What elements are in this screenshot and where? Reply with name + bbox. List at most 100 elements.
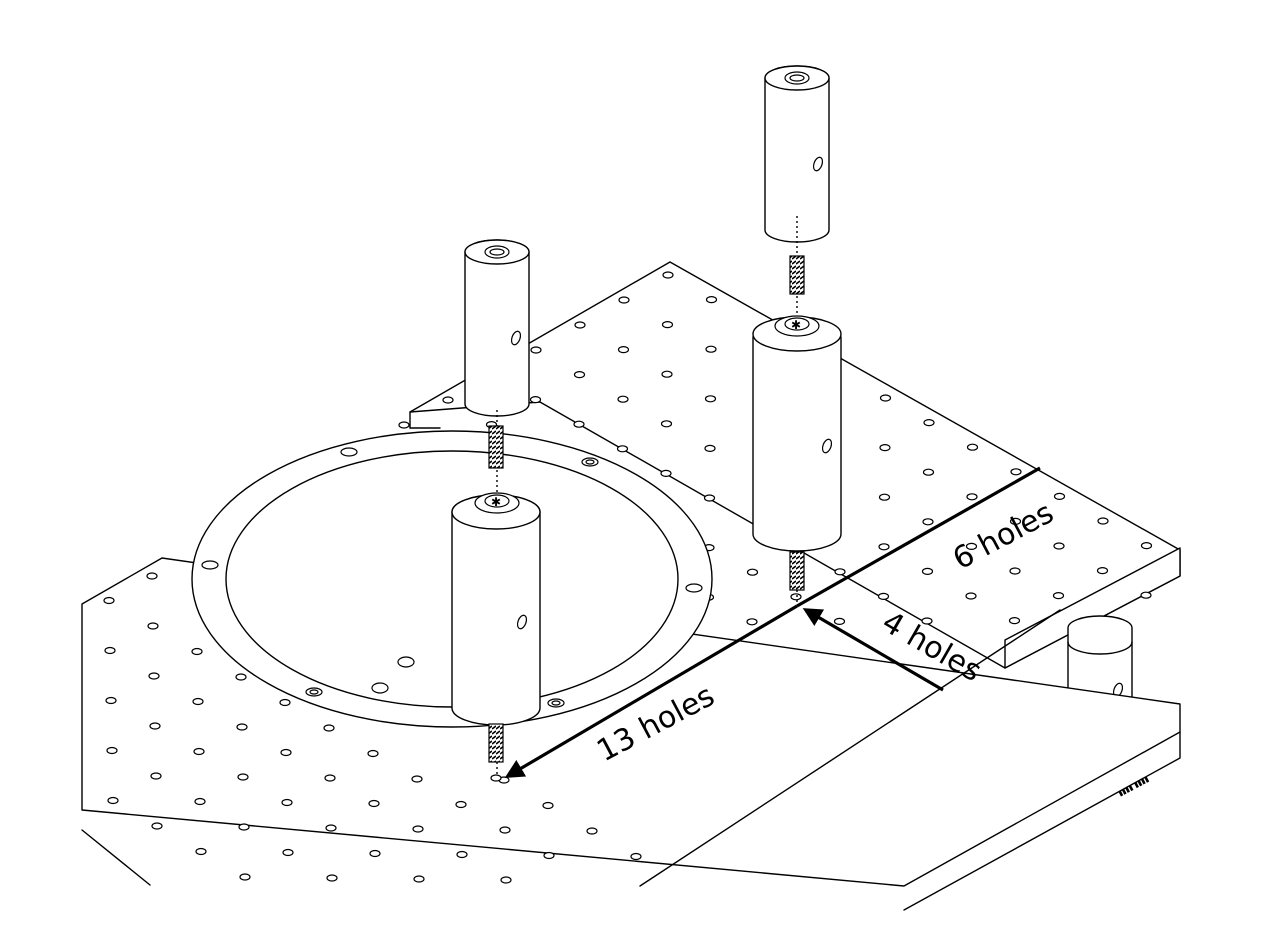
mount-hole <box>661 370 673 378</box>
mount-hole <box>193 747 205 756</box>
mount-hole <box>573 420 585 428</box>
mount-hole <box>369 849 381 858</box>
mount-hole <box>878 543 890 551</box>
mount-hole <box>660 420 673 428</box>
mount-hole <box>280 748 292 757</box>
mount-hole <box>239 873 251 881</box>
mount-hole <box>705 345 717 353</box>
mount-hole <box>1097 517 1109 525</box>
mount-hole <box>282 848 294 857</box>
mount-hole <box>879 444 891 452</box>
mount-hole <box>149 722 161 730</box>
mount-hole <box>921 567 934 576</box>
mount-hole <box>878 493 891 501</box>
mount-hole <box>103 596 115 605</box>
mount-hole <box>236 723 248 731</box>
mount-hole <box>660 469 672 477</box>
mount-hole <box>148 672 160 680</box>
mount-hole <box>500 876 512 884</box>
right-post-stack: ✱ <box>752 65 842 602</box>
mount-hole <box>326 874 338 882</box>
mount-hole <box>151 822 163 830</box>
mount-hole <box>877 592 890 601</box>
mount-hole <box>922 518 934 526</box>
left-top-post <box>464 239 530 417</box>
mount-hole <box>150 772 162 780</box>
mount-hole <box>412 825 424 833</box>
mount-hole <box>1008 616 1021 625</box>
mount-hole <box>542 801 554 810</box>
board-engraving: ▮▮▮▮ ▮▮▮▮ <box>1117 775 1150 798</box>
mount-hole <box>617 346 630 354</box>
mount-hole <box>923 419 935 427</box>
mount-hole <box>616 445 629 453</box>
mount-hole <box>324 774 336 782</box>
mount-hole <box>705 296 718 304</box>
mount-hole <box>455 800 467 809</box>
dimension-lines <box>504 466 1041 778</box>
mount-hole <box>530 346 542 354</box>
mount-hole <box>1053 492 1066 500</box>
mount-hole <box>617 395 629 403</box>
mount-hole <box>1053 542 1065 550</box>
mount-hole <box>194 797 206 806</box>
mount-hole <box>574 321 586 329</box>
mount-hole <box>833 617 846 626</box>
right-top-post <box>764 65 830 243</box>
mount-hole <box>965 542 978 551</box>
mount-hole <box>442 396 454 404</box>
right-large-post <box>752 320 842 552</box>
mount-hole <box>1140 591 1152 599</box>
mount-hole <box>325 824 337 832</box>
mount-hole <box>398 421 410 429</box>
upper-board-side <box>1004 547 1181 669</box>
mount-hole <box>367 749 379 758</box>
mount-hole <box>146 572 158 580</box>
mount-hole <box>661 321 674 329</box>
mount-hole <box>662 271 674 279</box>
mount-hole <box>746 568 759 576</box>
mount-hole <box>790 593 802 601</box>
mount-hole <box>499 826 511 834</box>
mount-hole <box>106 746 118 755</box>
mount-hole <box>630 852 642 861</box>
mount-hole <box>922 468 935 476</box>
mount-hole <box>411 775 423 783</box>
mount-hole <box>586 827 598 835</box>
mount-hole <box>573 371 586 379</box>
mount-hole <box>235 673 247 681</box>
svg-text:✱: ✱ <box>791 318 801 332</box>
mount-hole <box>1140 541 1153 550</box>
mount-hole <box>746 618 758 626</box>
mount-hole <box>1096 566 1109 575</box>
mount-hole <box>279 698 291 707</box>
lower-board-holes <box>103 572 642 884</box>
mount-hole <box>879 394 892 402</box>
mount-hole <box>1009 517 1022 526</box>
mount-hole <box>368 799 380 808</box>
mount-hole <box>966 493 978 501</box>
mount-hole <box>965 592 977 600</box>
mount-hole <box>147 622 159 630</box>
mount-hole <box>921 617 933 625</box>
mount-hole <box>237 773 249 781</box>
mount-hole <box>192 697 204 706</box>
mount-hole <box>191 647 203 656</box>
mount-hole <box>966 443 979 451</box>
mount-hole <box>543 851 555 860</box>
mount-hole <box>529 396 542 404</box>
left-post-stack: ✱ <box>451 239 541 782</box>
left-set-screw <box>488 425 504 469</box>
mount-hole <box>834 568 846 576</box>
mount-hole <box>1052 591 1065 600</box>
mount-hole <box>281 798 293 807</box>
mount-hole <box>704 444 716 452</box>
svg-text:✱: ✱ <box>491 495 501 509</box>
dim-13-line <box>504 604 798 778</box>
dim-4-line <box>802 608 944 692</box>
dim-6-line <box>796 466 1041 608</box>
mount-hole <box>703 494 716 502</box>
mount-hole <box>413 875 425 883</box>
mount-hole <box>1009 567 1021 575</box>
